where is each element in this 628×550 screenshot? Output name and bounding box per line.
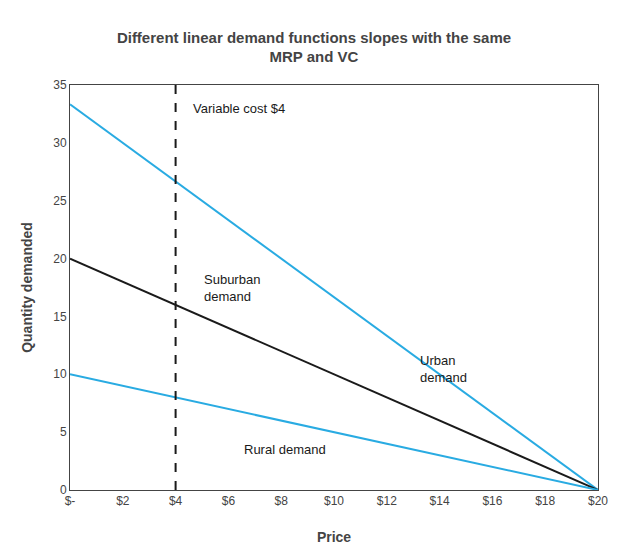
svg-text:10: 10 <box>53 367 67 381</box>
svg-text:30: 30 <box>53 136 67 150</box>
svg-text:15: 15 <box>53 310 67 324</box>
svg-text:Rural demand: Rural demand <box>244 442 326 457</box>
svg-text:$2: $2 <box>116 494 130 508</box>
svg-text:25: 25 <box>53 194 67 208</box>
svg-text:$4: $4 <box>169 494 183 508</box>
svg-text:$12: $12 <box>377 494 397 508</box>
svg-text:Urbandemand: Urbandemand <box>420 353 467 385</box>
svg-text:$20: $20 <box>588 494 608 508</box>
svg-text:$18: $18 <box>535 494 555 508</box>
svg-text:$10: $10 <box>324 494 344 508</box>
svg-text:$14: $14 <box>430 494 450 508</box>
svg-text:Price: Price <box>317 529 351 545</box>
svg-text:$8: $8 <box>275 494 289 508</box>
svg-text:20: 20 <box>53 252 67 266</box>
svg-text:$6: $6 <box>222 494 236 508</box>
svg-text:0: 0 <box>60 483 67 497</box>
svg-text:5: 5 <box>60 425 67 439</box>
svg-text:Quantity demanded: Quantity demanded <box>19 222 35 353</box>
svg-text:Variable cost $4: Variable cost $4 <box>193 101 285 116</box>
svg-text:Different linear demand functi: Different linear demand functions slopes… <box>117 29 511 66</box>
svg-text:35: 35 <box>53 78 67 92</box>
svg-text:$16: $16 <box>482 494 502 508</box>
svg-text:$-: $- <box>65 494 76 508</box>
svg-text:Suburbandemand: Suburbandemand <box>204 272 260 304</box>
